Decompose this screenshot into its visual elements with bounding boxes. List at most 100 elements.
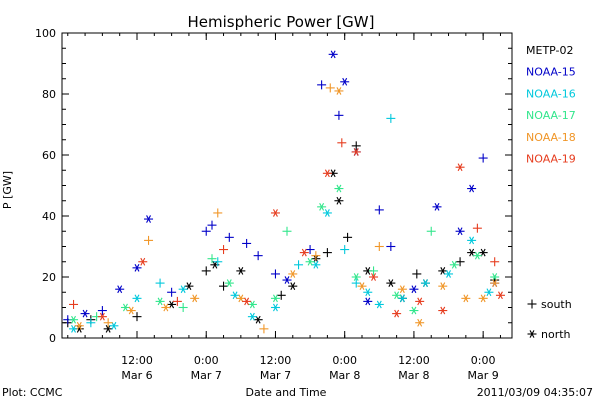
data-point [478, 153, 488, 163]
data-point [495, 291, 505, 300]
data-point [340, 245, 350, 255]
y-axis-label: P [GW] [1, 171, 14, 209]
data-point [219, 281, 229, 291]
data-point [201, 226, 211, 236]
y-tick-label: 20 [42, 271, 56, 284]
data-point [455, 227, 465, 236]
data-point [282, 226, 292, 236]
legend-item: NOAA-17 [526, 109, 576, 122]
data-point [132, 312, 142, 322]
data-point [236, 267, 246, 275]
data-point [420, 279, 430, 287]
data-point [120, 303, 130, 312]
data-point [282, 276, 292, 284]
legend-marker [527, 330, 537, 338]
plot-credit: Plot: CCMC [2, 386, 63, 399]
legend-marker-label: north [541, 328, 571, 341]
data-point [369, 266, 379, 276]
data-point [219, 245, 229, 255]
data-point [317, 202, 327, 211]
data-point [259, 324, 269, 334]
series-noaa-15 [63, 50, 500, 325]
data-point [438, 306, 448, 315]
y-tick-label: 0 [49, 332, 56, 345]
data-point [115, 285, 125, 294]
data-point [340, 77, 350, 86]
data-point [69, 299, 79, 309]
data-point [69, 324, 79, 333]
data-point [455, 257, 465, 267]
data-point [184, 282, 194, 291]
data-point [386, 242, 396, 251]
x-tick-date: Mar 6 [121, 369, 152, 382]
data-point [467, 236, 477, 245]
series-noaa-17 [69, 184, 500, 324]
data-point [386, 279, 396, 287]
data-point [270, 294, 280, 303]
data-point [247, 312, 257, 321]
data-point [374, 300, 384, 309]
data-point [97, 312, 107, 321]
data-point [337, 138, 347, 148]
data-point [392, 309, 402, 318]
data-point [374, 242, 384, 251]
data-point [490, 257, 500, 267]
data-point [467, 184, 477, 193]
data-point [409, 306, 419, 315]
data-point [334, 196, 344, 205]
data-point [426, 226, 436, 236]
data-point [415, 297, 425, 306]
data-point [207, 254, 217, 264]
x-tick-date: Mar 7 [260, 369, 291, 382]
legend-item: METP-02 [526, 44, 574, 57]
data-point [242, 238, 252, 248]
series-noaa-19 [69, 138, 505, 321]
legend-marker-label: south [541, 298, 572, 311]
data-point [144, 235, 154, 245]
x-tick-label: 12:00 [260, 354, 292, 367]
series-noaa-18 [74, 83, 500, 334]
data-point [478, 294, 488, 303]
data-point [86, 318, 96, 328]
data-point [392, 291, 402, 300]
data-point [322, 169, 332, 178]
data-point [467, 248, 477, 257]
data-point [325, 83, 335, 93]
data-point [247, 300, 257, 309]
data-point [178, 285, 188, 294]
data-point [155, 278, 165, 288]
data-point [363, 288, 373, 297]
data-point [363, 297, 373, 306]
legend-item: NOAA-18 [526, 131, 576, 144]
data-point [242, 297, 252, 306]
y-tick-label: 40 [42, 210, 56, 223]
data-point [213, 257, 223, 267]
data-point [288, 270, 298, 278]
data-point [276, 290, 286, 300]
data-point [126, 306, 136, 315]
data-point [138, 257, 148, 266]
data-point [490, 279, 500, 287]
data-point [472, 223, 482, 233]
data-point [305, 245, 315, 255]
data-point [253, 251, 263, 261]
data-point [207, 220, 217, 230]
data-point [144, 215, 154, 223]
data-point [74, 321, 84, 330]
data-point [97, 306, 107, 316]
data-point [69, 315, 79, 324]
x-tick-date: Mar 9 [468, 369, 499, 382]
data-point [343, 232, 353, 242]
data-point [412, 269, 422, 279]
plot-timestamp: 2011/03/09 04:35:07 [477, 386, 593, 399]
x-axis-label: Date and Time [246, 386, 327, 399]
data-point [103, 324, 113, 333]
data-point [305, 257, 315, 266]
data-point [294, 260, 304, 270]
legend: METP-02 NOAA-15 NOAA-16 NOAA-17 NOAA-18 NOAA-… [526, 44, 576, 341]
data-point [80, 309, 90, 318]
data-point [270, 209, 280, 217]
x-tick-date: Mar 8 [398, 369, 429, 382]
data-point [478, 248, 488, 257]
data-point [328, 50, 338, 59]
